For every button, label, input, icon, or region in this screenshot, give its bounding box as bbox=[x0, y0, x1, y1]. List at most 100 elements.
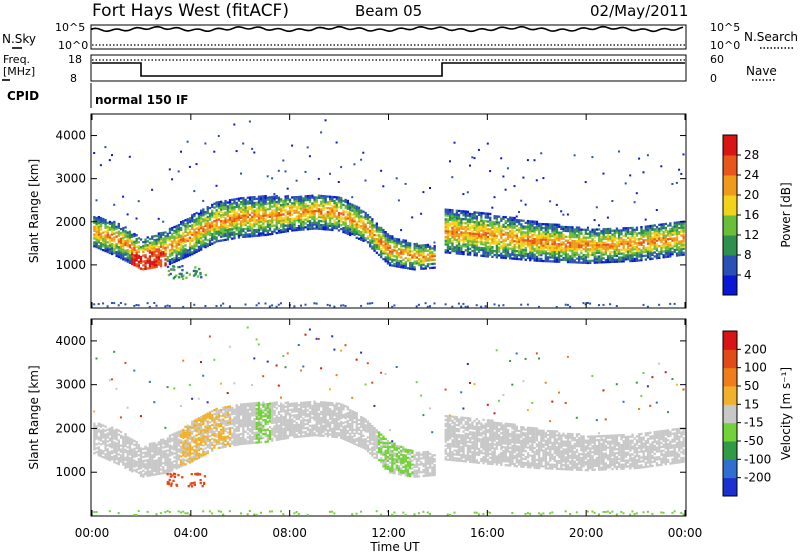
range-cell bbox=[635, 242, 639, 245]
range-cell bbox=[600, 261, 603, 264]
range-cell bbox=[546, 231, 550, 234]
range-cell bbox=[502, 241, 505, 244]
range-cell bbox=[551, 240, 554, 244]
range-cell bbox=[651, 257, 654, 260]
range-cell bbox=[102, 440, 105, 443]
range-cell bbox=[244, 220, 247, 223]
range-cell bbox=[251, 200, 254, 203]
range-cell bbox=[406, 257, 410, 260]
range-cell bbox=[168, 450, 172, 453]
range-cell bbox=[217, 214, 221, 217]
range-cell bbox=[155, 244, 158, 247]
range-cell bbox=[522, 248, 525, 251]
range-cell bbox=[518, 242, 521, 245]
range-cell bbox=[629, 174, 632, 177]
range-cell bbox=[197, 429, 201, 432]
range-cell bbox=[678, 246, 681, 249]
range-cell bbox=[111, 227, 114, 230]
range-cell bbox=[211, 209, 214, 212]
range-cell bbox=[538, 234, 541, 237]
range-cell bbox=[482, 241, 485, 244]
range-cell bbox=[635, 249, 639, 253]
range-cell bbox=[131, 251, 134, 254]
range-cell bbox=[113, 449, 116, 452]
range-cell bbox=[282, 217, 285, 220]
range-cell bbox=[544, 225, 547, 228]
range-cell bbox=[326, 195, 329, 198]
range-cell bbox=[185, 276, 188, 279]
range-cell bbox=[591, 248, 594, 251]
range-cell bbox=[204, 216, 207, 220]
data-cells bbox=[93, 119, 685, 308]
range-cell bbox=[586, 240, 590, 243]
range-cell bbox=[93, 245, 96, 248]
range-cell bbox=[197, 236, 201, 239]
range-cell bbox=[615, 243, 619, 246]
range-cell bbox=[609, 227, 612, 231]
range-cell bbox=[486, 224, 490, 227]
range-cell bbox=[671, 251, 674, 254]
range-cell bbox=[115, 436, 118, 439]
range-cell bbox=[119, 434, 123, 437]
range-cell bbox=[315, 206, 318, 209]
range-cell bbox=[311, 215, 314, 219]
range-cell bbox=[97, 221, 100, 225]
range-cell bbox=[313, 217, 316, 220]
range-cell bbox=[618, 237, 621, 240]
range-cell bbox=[166, 259, 169, 263]
range-cell bbox=[111, 444, 114, 447]
range-cell bbox=[444, 218, 447, 221]
range-cell bbox=[180, 228, 183, 232]
range-cell bbox=[182, 430, 185, 433]
range-cell bbox=[571, 257, 574, 260]
range-cell bbox=[131, 235, 134, 238]
range-cell bbox=[97, 223, 100, 226]
range-cell bbox=[669, 251, 672, 254]
range-cell bbox=[186, 436, 189, 439]
range-cell bbox=[171, 248, 174, 251]
range-cell bbox=[433, 302, 436, 305]
range-cell bbox=[586, 252, 590, 255]
range-cell bbox=[188, 459, 192, 462]
range-cell bbox=[511, 236, 514, 239]
range-cell bbox=[193, 445, 196, 448]
range-cell bbox=[562, 227, 565, 231]
range-cell bbox=[460, 239, 463, 242]
range-cell bbox=[195, 235, 198, 238]
range-cell bbox=[340, 200, 343, 204]
range-cell bbox=[95, 222, 98, 226]
range-cell bbox=[544, 256, 547, 259]
range-cell bbox=[186, 218, 189, 221]
range-cell bbox=[262, 228, 265, 231]
range-cell bbox=[669, 232, 672, 235]
range-cell bbox=[208, 239, 212, 243]
range-cell bbox=[108, 379, 111, 382]
range-cell bbox=[371, 227, 374, 231]
range-cell bbox=[573, 230, 576, 233]
range-cell bbox=[180, 511, 182, 514]
range-cell bbox=[604, 243, 607, 246]
range-cell bbox=[193, 451, 196, 454]
range-cell bbox=[455, 223, 458, 226]
range-cell bbox=[331, 217, 334, 220]
range-cell bbox=[215, 218, 218, 222]
range-cell bbox=[586, 232, 590, 235]
range-cell bbox=[139, 474, 143, 478]
range-cell bbox=[217, 203, 221, 206]
range-cell bbox=[184, 435, 187, 438]
range-cell bbox=[660, 237, 663, 240]
range-cell bbox=[151, 448, 154, 451]
range-cell bbox=[99, 164, 102, 167]
range-cell bbox=[495, 248, 498, 251]
range-cell bbox=[175, 226, 178, 230]
range-cell bbox=[480, 246, 483, 250]
range-cell bbox=[180, 429, 183, 432]
range-cell bbox=[606, 249, 610, 252]
range-cell bbox=[551, 260, 554, 263]
range-cell bbox=[171, 439, 174, 442]
range-cell bbox=[373, 245, 376, 248]
range-cell bbox=[113, 429, 116, 432]
range-cell bbox=[353, 229, 356, 233]
range-cell bbox=[155, 445, 158, 448]
range-cell bbox=[119, 255, 123, 258]
